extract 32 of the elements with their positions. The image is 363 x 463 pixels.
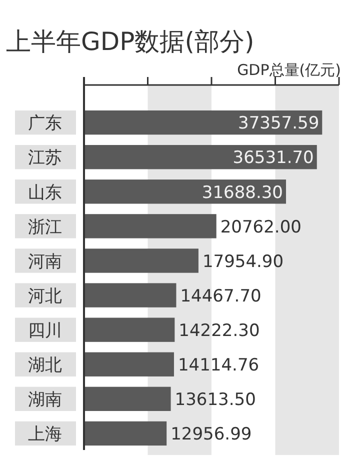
data-label: 13613.50 xyxy=(174,390,256,410)
data-label: 14467.70 xyxy=(180,286,262,306)
bar xyxy=(84,283,176,308)
bar xyxy=(84,352,174,376)
data-label: 12956.99 xyxy=(170,424,252,445)
x-axis-title: GDP总量(亿元) xyxy=(237,61,341,79)
y-tick-label: 湖南 xyxy=(28,390,62,410)
y-tick-label: 河南 xyxy=(28,252,62,272)
data-label: 31688.30 xyxy=(202,182,284,203)
y-tick-label: 湖北 xyxy=(28,355,62,376)
data-label: 14222.30 xyxy=(178,320,260,341)
y-tick-label: 江苏 xyxy=(28,148,62,168)
bar xyxy=(84,214,216,238)
data-label: 14114.76 xyxy=(178,355,260,376)
y-tick-label: 四川 xyxy=(28,320,62,341)
bar xyxy=(84,248,198,273)
data-label: 20762.00 xyxy=(220,217,302,238)
y-tick-label: 广东 xyxy=(28,114,62,134)
data-label: 36531.70 xyxy=(232,148,314,168)
bar xyxy=(84,145,317,170)
chart-title: 上半年GDP数据(部分) xyxy=(6,27,254,56)
y-tick-label: 上海 xyxy=(28,424,62,445)
bar xyxy=(84,110,322,135)
y-tick-label: 浙江 xyxy=(28,217,62,238)
data-label: 37357.59 xyxy=(238,114,320,134)
bar xyxy=(84,180,286,204)
bar xyxy=(84,386,171,411)
y-tick-label: 河北 xyxy=(28,286,62,306)
y-tick-label: 山东 xyxy=(28,182,62,203)
bar xyxy=(84,318,175,342)
bar xyxy=(84,421,167,446)
data-label: 17954.90 xyxy=(202,252,284,272)
